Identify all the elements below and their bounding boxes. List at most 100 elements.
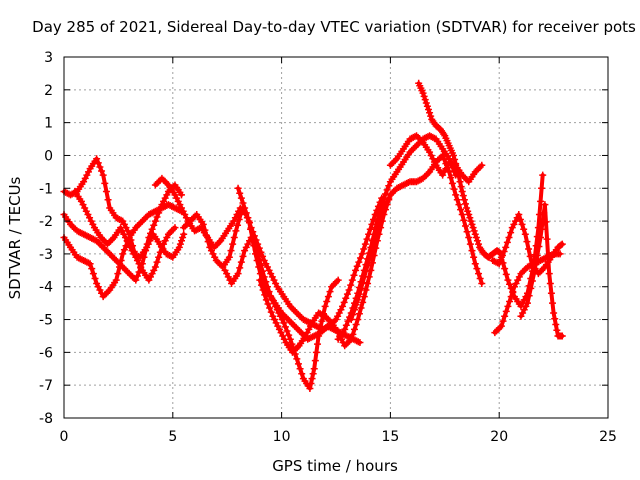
data-point [452, 191, 460, 199]
data-marker [101, 179, 109, 187]
y-tick-label: -6 [39, 345, 53, 361]
data-marker [552, 320, 560, 328]
data-marker [516, 215, 524, 223]
y-tick-label: 3 [44, 50, 53, 66]
data-marker [102, 188, 110, 196]
data-marker [176, 240, 184, 248]
data-marker [155, 209, 163, 217]
data-marker [355, 310, 363, 318]
data-marker [255, 244, 263, 252]
data-marker [468, 220, 476, 228]
data-marker [257, 248, 265, 256]
data-marker [98, 167, 106, 175]
data-marker [365, 256, 373, 264]
data-point [558, 332, 566, 340]
data-marker [502, 270, 510, 278]
data-marker [178, 237, 186, 245]
data-marker [464, 207, 472, 215]
data-point [345, 286, 353, 294]
data-marker [546, 279, 554, 287]
data-marker [368, 244, 376, 252]
data-marker [457, 183, 465, 191]
data-marker [236, 264, 244, 272]
data-marker [148, 225, 156, 233]
data-point [334, 276, 342, 284]
data-marker [88, 265, 96, 273]
data-point [347, 316, 355, 324]
x-tick-label: 5 [168, 429, 177, 445]
data-point [254, 240, 262, 248]
data-point [293, 355, 301, 363]
data-marker [357, 304, 365, 312]
data-marker [382, 190, 390, 198]
data-marker [246, 219, 254, 227]
data-marker [370, 238, 378, 246]
data-marker [472, 234, 480, 241]
data-marker [135, 268, 143, 276]
data-marker [242, 209, 250, 217]
data-marker [155, 253, 163, 261]
data-marker [553, 326, 561, 334]
data-marker [353, 262, 361, 270]
data-marker [543, 235, 551, 243]
data-marker [259, 286, 267, 294]
series-track-9 [256, 191, 394, 356]
data-marker [308, 375, 316, 383]
data-marker [421, 96, 429, 104]
data-point [515, 211, 523, 219]
data-marker [343, 290, 351, 298]
data-marker [360, 245, 368, 253]
data-marker [342, 294, 350, 302]
data-marker [326, 288, 334, 296]
data-marker [420, 92, 428, 100]
data-marker [459, 192, 467, 200]
y-tick-label: 1 [44, 116, 53, 132]
data-point [523, 289, 531, 297]
data-marker [461, 222, 469, 230]
data-marker [237, 258, 245, 266]
data-marker [347, 281, 355, 289]
series-track-13 [386, 132, 486, 186]
data-point [373, 227, 381, 235]
data-marker [153, 213, 161, 221]
data-point [99, 171, 107, 179]
x-tick-label: 20 [490, 429, 508, 445]
data-marker [311, 357, 319, 365]
y-tick-label: -3 [39, 247, 53, 263]
x-tick-label: 25 [599, 429, 617, 445]
data-point [151, 217, 159, 225]
data-marker [501, 312, 509, 320]
data-marker [355, 290, 363, 298]
data-marker [312, 348, 320, 356]
data-marker [362, 286, 370, 294]
data-point [471, 230, 479, 238]
data-marker [475, 240, 483, 248]
data-marker [156, 205, 164, 213]
y-tick-label: -7 [39, 378, 53, 394]
data-point [458, 211, 466, 219]
data-marker [542, 218, 550, 226]
data-marker [473, 237, 481, 245]
data-point [367, 266, 375, 274]
data-marker [342, 321, 350, 329]
data-marker [361, 240, 369, 248]
data-marker [453, 196, 461, 204]
data-marker [468, 247, 476, 255]
data-marker [507, 229, 515, 237]
data-marker [422, 99, 430, 107]
data-marker [355, 258, 363, 266]
data-marker [535, 211, 543, 219]
data-marker [120, 246, 128, 254]
data-marker [357, 284, 365, 292]
data-marker [424, 106, 432, 114]
data-point [247, 224, 255, 232]
data-marker [239, 252, 247, 260]
data-point [180, 230, 188, 238]
data-marker [461, 200, 469, 208]
data-marker [364, 261, 372, 269]
data-marker [307, 380, 315, 388]
data-point [545, 270, 553, 278]
data-marker [533, 233, 541, 241]
